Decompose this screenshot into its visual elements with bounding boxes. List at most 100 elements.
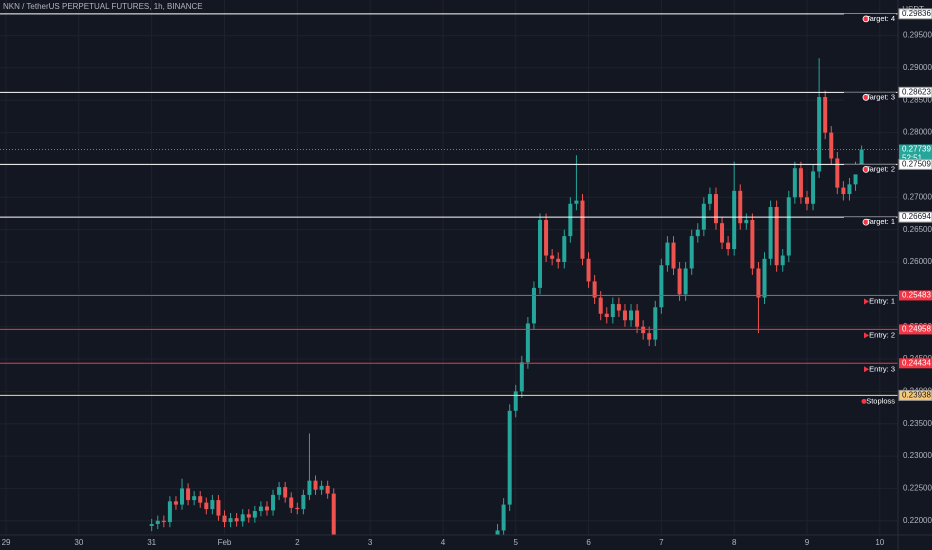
x-tick-label: 2 bbox=[295, 538, 300, 547]
candle-body bbox=[331, 493, 336, 535]
level-tag-box bbox=[844, 217, 896, 228]
candle-body bbox=[671, 242, 676, 269]
y-tick-label: 0.26500 bbox=[903, 225, 932, 234]
candle-body bbox=[780, 255, 785, 266]
candle-body bbox=[744, 219, 749, 224]
x-tick-label: 3 bbox=[368, 538, 373, 547]
candle-body bbox=[762, 258, 767, 298]
candle-body bbox=[313, 480, 318, 490]
level-price-label: 0.27509 bbox=[902, 159, 931, 168]
candle-body bbox=[271, 494, 276, 511]
candle-body bbox=[568, 203, 573, 237]
candle-body bbox=[610, 304, 615, 317]
candle-body bbox=[252, 511, 257, 518]
candle-body bbox=[525, 323, 530, 363]
level-price-box bbox=[898, 158, 932, 170]
candle-body bbox=[713, 194, 718, 224]
candle-body bbox=[192, 496, 197, 501]
candle-body bbox=[847, 184, 852, 195]
candle-body bbox=[198, 496, 203, 503]
candle-body bbox=[531, 287, 536, 324]
countdown: 52:51 bbox=[902, 154, 923, 163]
entry-icon bbox=[864, 332, 869, 339]
x-tick-label: 10 bbox=[875, 538, 884, 547]
candle-body bbox=[550, 255, 555, 259]
level-price-box bbox=[898, 211, 932, 223]
level-tag: Target: 1 bbox=[866, 217, 895, 226]
candle-body bbox=[155, 520, 160, 525]
level-tag: Stoploss bbox=[866, 396, 895, 405]
level-tag-box bbox=[844, 164, 896, 175]
candle-body bbox=[161, 520, 166, 523]
candle-body bbox=[295, 507, 300, 510]
candle-body bbox=[180, 488, 185, 505]
x-tick-label: 6 bbox=[586, 538, 591, 547]
level-price-label: 0.23938 bbox=[902, 391, 931, 400]
candle-body bbox=[853, 168, 858, 185]
candle-body bbox=[647, 333, 652, 340]
candle-body bbox=[811, 171, 816, 204]
candle-body bbox=[289, 497, 294, 508]
candle-body bbox=[222, 515, 227, 523]
target-icon bbox=[862, 218, 870, 226]
level-tag: Entry: 2 bbox=[869, 330, 895, 339]
candle-body bbox=[726, 242, 731, 250]
candle-body bbox=[604, 313, 609, 317]
stop-icon bbox=[861, 398, 867, 404]
candle-body bbox=[798, 168, 803, 198]
candle-body bbox=[538, 219, 543, 288]
candle-body bbox=[720, 223, 725, 243]
candle-body bbox=[319, 485, 324, 490]
x-tick-label: 5 bbox=[514, 538, 519, 547]
x-tick-label: 4 bbox=[441, 538, 446, 547]
candle-body bbox=[210, 500, 215, 510]
candle-body bbox=[167, 501, 172, 523]
candle-body bbox=[586, 258, 591, 282]
target-icon bbox=[862, 15, 870, 23]
candle-body bbox=[562, 236, 567, 263]
candle-body bbox=[204, 502, 209, 510]
y-unit: USDT bbox=[902, 5, 924, 14]
candle-body bbox=[277, 487, 282, 495]
candle-body bbox=[240, 514, 245, 522]
level-tag-box bbox=[844, 364, 896, 375]
x-tick-label: 9 bbox=[805, 538, 810, 547]
candle-body bbox=[234, 518, 239, 522]
candle-body bbox=[246, 514, 251, 518]
candle-body bbox=[301, 494, 306, 510]
level-price-box bbox=[899, 290, 932, 301]
x-tick-label: Feb bbox=[218, 538, 232, 547]
candle-body bbox=[544, 219, 549, 256]
candle-body bbox=[707, 194, 712, 204]
x-tick-label: 30 bbox=[74, 538, 83, 547]
x-tick-label: 8 bbox=[732, 538, 737, 547]
level-tag: Entry: 1 bbox=[869, 296, 895, 305]
candle-body bbox=[653, 307, 658, 340]
y-tick-label: 0.29000 bbox=[903, 63, 932, 72]
candle-body bbox=[823, 97, 828, 133]
level-price-label: 0.28623 bbox=[902, 87, 931, 96]
level-tag: Target: 3 bbox=[866, 92, 895, 101]
candle-body bbox=[738, 190, 743, 224]
candle-body bbox=[173, 501, 178, 505]
candle-body bbox=[513, 391, 518, 411]
candle-body bbox=[756, 268, 761, 298]
x-tick-label: 29 bbox=[2, 538, 11, 547]
candle-body bbox=[216, 500, 221, 516]
candle-body bbox=[859, 149, 864, 169]
candle-body bbox=[501, 504, 506, 531]
candle-body bbox=[768, 207, 773, 259]
candle-body bbox=[598, 297, 603, 314]
y-tick-label: 0.28500 bbox=[903, 95, 932, 104]
level-price-box bbox=[898, 8, 932, 20]
candle-body bbox=[574, 200, 579, 204]
candle-body bbox=[732, 190, 737, 250]
y-tick-label: 0.22500 bbox=[903, 484, 932, 493]
candle-body bbox=[683, 268, 688, 295]
level-tag-box bbox=[844, 13, 896, 24]
overlay: 0.220000.225000.230000.235000.240000.245… bbox=[2, 8, 932, 547]
candle-body bbox=[507, 410, 512, 505]
candle-body bbox=[519, 362, 524, 392]
candle-body bbox=[495, 530, 500, 535]
candle-body bbox=[774, 207, 779, 266]
